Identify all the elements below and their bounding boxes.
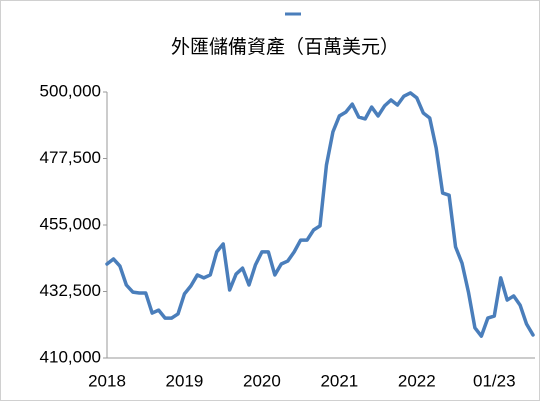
y-tick-label: 432,500 [40, 281, 101, 300]
data-line [105, 91, 535, 338]
x-tick-label: 2021 [320, 371, 358, 390]
y-tick-label: 477,500 [40, 148, 101, 167]
y-tick-label: 410,000 [40, 347, 101, 366]
x-tick-label: 2018 [88, 371, 126, 390]
y-tick-label: 455,000 [40, 214, 101, 233]
y-tick-label: 500,000 [40, 81, 101, 100]
chart-title: 外匯儲備資產（百萬美元） [171, 36, 399, 58]
x-tick-label: 01/23 [473, 371, 516, 390]
x-tick-label: 2019 [166, 371, 204, 390]
x-tick-label: 2022 [398, 371, 436, 390]
x-tick-label: 2020 [243, 371, 281, 390]
